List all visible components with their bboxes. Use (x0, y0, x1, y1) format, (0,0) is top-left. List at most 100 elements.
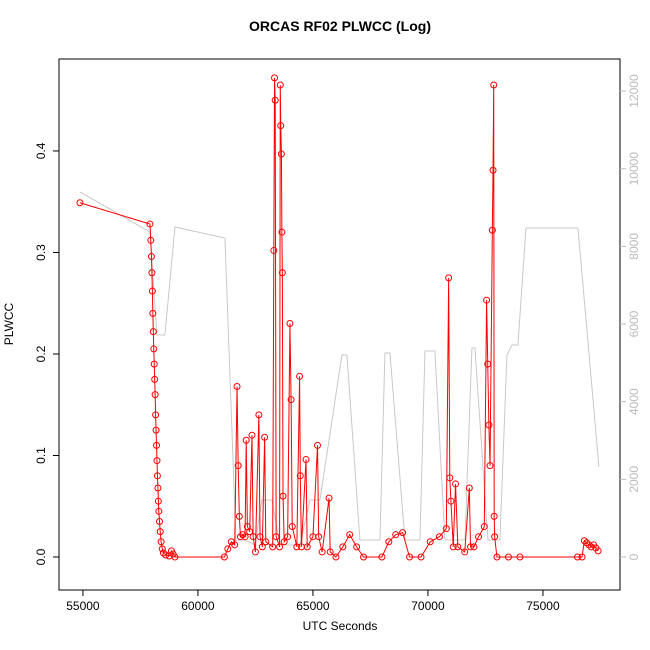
point (286, 320, 294, 328)
x-tick-label: 55000 (66, 599, 100, 613)
x-tick-label: 60000 (181, 599, 215, 613)
point (406, 553, 414, 561)
point (149, 309, 157, 317)
point (504, 553, 512, 561)
point (157, 538, 165, 546)
point (258, 543, 266, 551)
point (270, 246, 278, 254)
point (162, 551, 170, 559)
point (152, 426, 160, 434)
point (353, 543, 361, 551)
point (152, 411, 160, 419)
x-tick-label: 75000 (526, 599, 560, 613)
point (271, 74, 279, 82)
point (452, 480, 460, 488)
point (271, 96, 279, 104)
y-tick-label: 0.1 (34, 447, 48, 464)
y2-tick-label: 12000 (627, 74, 641, 108)
point (224, 545, 232, 553)
point (399, 529, 407, 537)
point (151, 391, 159, 399)
point (255, 411, 263, 419)
point (585, 541, 593, 549)
point (392, 531, 400, 539)
point (156, 517, 164, 525)
point (150, 360, 158, 368)
point (236, 533, 244, 541)
point (465, 484, 473, 492)
point (587, 543, 595, 551)
point (284, 533, 292, 541)
point (326, 548, 334, 556)
point (470, 543, 478, 551)
point (325, 494, 333, 502)
point (493, 553, 501, 561)
point (147, 253, 155, 261)
y-tick-label: 0.2 (34, 345, 48, 362)
point (578, 553, 586, 561)
point (150, 345, 158, 353)
point (360, 553, 368, 561)
point (262, 538, 270, 546)
point (580, 537, 588, 545)
point (486, 462, 494, 470)
point (241, 533, 249, 541)
point (153, 441, 161, 449)
point (378, 553, 386, 561)
point (480, 523, 488, 531)
point (287, 396, 295, 404)
x-axis-label: UTC Seconds (303, 619, 378, 633)
x-tick-label: 70000 (411, 599, 445, 613)
point (489, 166, 497, 174)
point (516, 553, 524, 561)
point (147, 236, 155, 244)
point (151, 375, 159, 383)
point (269, 543, 277, 551)
point (314, 441, 322, 449)
point (146, 220, 154, 228)
point (583, 539, 591, 547)
point (158, 545, 166, 553)
chart-title: ORCAS RF02 PLWCC (Log) (249, 18, 431, 34)
y2-tick-label: 6000 (627, 310, 641, 337)
point (231, 541, 239, 549)
point (445, 274, 453, 282)
point (278, 228, 286, 236)
point (293, 543, 301, 551)
point (288, 523, 296, 531)
point (246, 528, 254, 536)
point (426, 538, 434, 546)
point (573, 553, 581, 561)
point (149, 328, 157, 336)
point (302, 456, 310, 464)
point (461, 548, 469, 556)
y2-tick-label: 10000 (627, 152, 641, 186)
series-line (79, 191, 600, 546)
point (249, 533, 257, 541)
x-tick-label: 65000 (296, 599, 330, 613)
plot-box (58, 58, 621, 591)
point (148, 287, 156, 295)
point (148, 269, 156, 277)
point (446, 474, 454, 482)
point (454, 543, 462, 551)
y-axis-label: PLWCC (2, 302, 16, 345)
point (490, 512, 498, 520)
point (155, 507, 163, 515)
point (385, 538, 393, 546)
point (277, 122, 285, 130)
y-tick-label: 0.4 (34, 142, 48, 159)
y2-tick-label: 0 (627, 553, 641, 560)
point (272, 533, 280, 541)
point (242, 436, 250, 444)
point (276, 81, 284, 89)
point (296, 472, 304, 480)
point (154, 497, 162, 505)
point (248, 431, 256, 439)
point (220, 553, 228, 561)
point (276, 543, 284, 551)
point (256, 533, 264, 541)
point (171, 553, 179, 561)
point (278, 269, 286, 277)
